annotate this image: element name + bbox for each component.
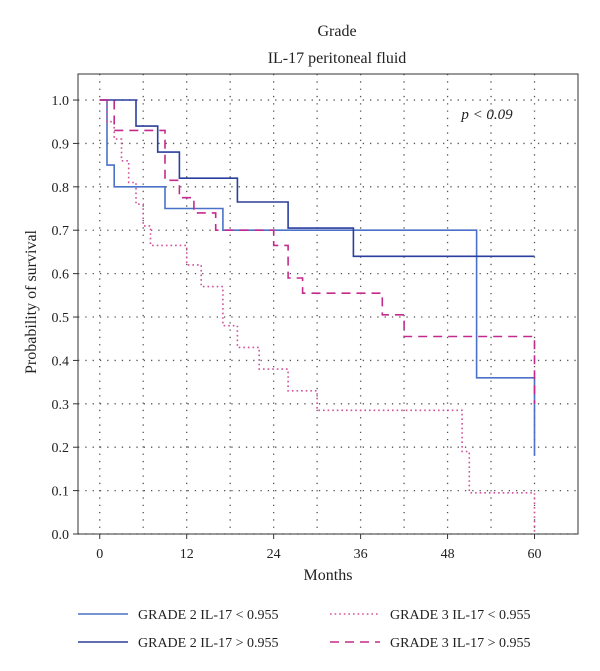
- y-tick-label: 0.9: [52, 137, 70, 152]
- plot-frame: [77, 73, 579, 535]
- y-tick-label: 0.5: [52, 311, 70, 326]
- y-tick-label: 1.0: [52, 94, 70, 109]
- y-tick-label: 0.4: [52, 354, 70, 369]
- x-tick-label: 48: [441, 547, 455, 562]
- chart-title: Grade: [317, 23, 356, 40]
- y-axis-ticks: 0.0 0.1 0.2 0.3 0.4 0.5 0.6 0.7 0.8 0.9 1.0: [52, 94, 78, 543]
- x-tick-label: 24: [267, 547, 281, 562]
- legend-label: GRADE 2 IL-17 > 0.955: [138, 636, 279, 651]
- y-tick-label: 0.1: [52, 485, 70, 500]
- x-tick-label: 0: [96, 547, 103, 562]
- y-tick-label: 0.2: [52, 441, 70, 456]
- y-tick-label: 0.8: [52, 181, 70, 196]
- x-tick-label: 60: [528, 547, 542, 562]
- series-lines: [99, 99, 536, 534]
- p-value-annotation: p < 0.09: [460, 107, 513, 123]
- x-axis-label: Months: [304, 567, 353, 584]
- grid-lines: [78, 74, 578, 535]
- y-tick-label: 0.6: [52, 268, 70, 283]
- x-tick-label: 36: [354, 547, 368, 562]
- y-tick-label: 0.3: [52, 398, 70, 413]
- y-tick-label: 0.0: [52, 528, 70, 543]
- legend-label: GRADE 3 IL-17 < 0.955: [390, 608, 531, 623]
- chart-subtitle: IL-17 peritoneal fluid: [268, 50, 407, 67]
- legend-label: GRADE 3 IL-17 > 0.955: [390, 636, 531, 651]
- x-tick-label: 12: [180, 547, 194, 562]
- legend: GRADE 2 IL-17 < 0.955 GRADE 2 IL-17 > 0.9…: [78, 608, 531, 651]
- series-line-2: [99, 99, 535, 258]
- series-line-3: [99, 99, 536, 534]
- legend-label: GRADE 2 IL-17 < 0.955: [138, 608, 279, 623]
- y-axis-label: Probability of survival: [23, 229, 40, 374]
- y-tick-label: 0.7: [52, 224, 70, 239]
- series-line-4: [99, 99, 536, 404]
- x-axis-ticks: 0 12 24 36 48 60: [96, 534, 542, 562]
